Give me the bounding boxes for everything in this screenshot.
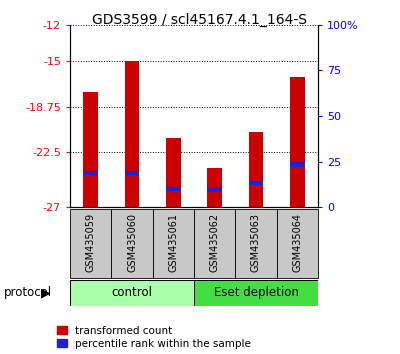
Bar <box>70 280 194 306</box>
Bar <box>166 187 180 191</box>
Text: GSM435063: GSM435063 <box>251 213 261 272</box>
Bar <box>166 138 180 207</box>
Text: protocol: protocol <box>4 286 52 299</box>
Bar <box>277 209 318 278</box>
Bar <box>84 171 98 175</box>
Bar <box>125 61 139 207</box>
Bar <box>290 162 304 167</box>
Legend: transformed count, percentile rank within the sample: transformed count, percentile rank withi… <box>57 326 251 349</box>
Bar <box>70 209 111 278</box>
Text: GSM435061: GSM435061 <box>168 213 178 272</box>
Text: control: control <box>112 286 152 299</box>
Text: GSM435060: GSM435060 <box>127 213 137 272</box>
Text: GSM435059: GSM435059 <box>86 213 96 272</box>
Text: GSM435062: GSM435062 <box>210 213 220 272</box>
Text: GDS3599 / scl45167.4.1_164-S: GDS3599 / scl45167.4.1_164-S <box>92 12 308 27</box>
Bar <box>194 280 318 306</box>
Bar <box>153 209 194 278</box>
Bar <box>290 77 304 207</box>
Bar <box>208 188 222 192</box>
Bar <box>111 209 153 278</box>
Text: Eset depletion: Eset depletion <box>214 286 298 299</box>
Text: ▶: ▶ <box>41 286 51 299</box>
Bar <box>194 209 235 278</box>
Bar <box>249 132 263 207</box>
Text: GSM435064: GSM435064 <box>292 213 302 272</box>
Bar <box>208 168 222 207</box>
Bar <box>249 181 263 185</box>
Bar <box>84 92 98 207</box>
Bar <box>235 209 277 278</box>
Bar <box>125 171 139 175</box>
